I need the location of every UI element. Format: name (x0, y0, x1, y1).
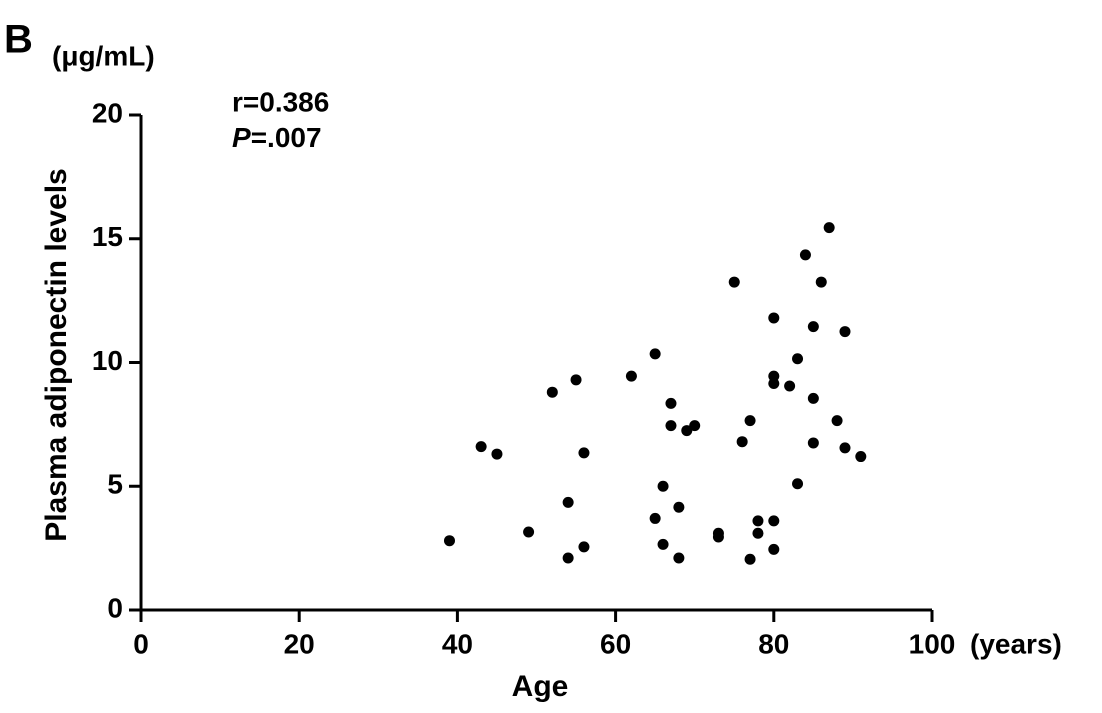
annotation: r=0.386 (232, 86, 329, 117)
point (728, 276, 740, 288)
point (855, 451, 867, 463)
point (712, 531, 724, 543)
point (768, 312, 780, 324)
point (807, 392, 819, 404)
point (815, 276, 827, 288)
point (649, 512, 661, 524)
point (831, 415, 843, 427)
point (665, 397, 677, 409)
y-tick-label: 10 (92, 345, 123, 376)
x-axis-label: Age (512, 670, 569, 703)
point (570, 374, 582, 386)
point (491, 448, 503, 460)
y-unit: (μg/mL) (52, 40, 155, 71)
point (562, 496, 574, 508)
panel-label: B (4, 18, 33, 62)
y-tick-label: 20 (92, 97, 123, 128)
y-axis-label: Plasma adiponectin levels (40, 168, 73, 542)
point (578, 541, 590, 553)
point (823, 222, 835, 234)
point (475, 441, 487, 453)
point (768, 543, 780, 555)
point (807, 437, 819, 449)
point (523, 526, 535, 538)
point (562, 552, 574, 564)
x-tick-label: 40 (442, 628, 473, 659)
point (752, 527, 764, 539)
point (673, 501, 685, 513)
x-tick-label: 100 (909, 628, 956, 659)
point (807, 321, 819, 333)
point (546, 386, 558, 398)
x-unit: (years) (970, 628, 1062, 659)
point (665, 420, 677, 432)
point (443, 535, 455, 547)
point (792, 478, 804, 490)
point (625, 370, 637, 382)
point (736, 436, 748, 448)
point (649, 348, 661, 360)
point (744, 553, 756, 565)
point (681, 425, 693, 437)
x-tick-label: 60 (600, 628, 631, 659)
x-tick-label: 0 (133, 628, 149, 659)
point (768, 378, 780, 390)
point (657, 538, 669, 550)
point (792, 353, 804, 365)
x-tick-label: 80 (758, 628, 789, 659)
point (799, 249, 811, 261)
point (673, 552, 685, 564)
point (784, 380, 796, 392)
annotation: P=.007 (232, 122, 322, 153)
x-tick-label: 20 (284, 628, 315, 659)
point (839, 442, 851, 454)
point (578, 447, 590, 459)
point (744, 415, 756, 427)
point (752, 515, 764, 527)
point (657, 480, 669, 492)
point (768, 515, 780, 527)
y-tick-label: 5 (107, 469, 123, 500)
point (839, 326, 851, 338)
y-tick-label: 0 (107, 592, 123, 623)
point (689, 420, 701, 432)
y-tick-label: 15 (92, 221, 123, 252)
